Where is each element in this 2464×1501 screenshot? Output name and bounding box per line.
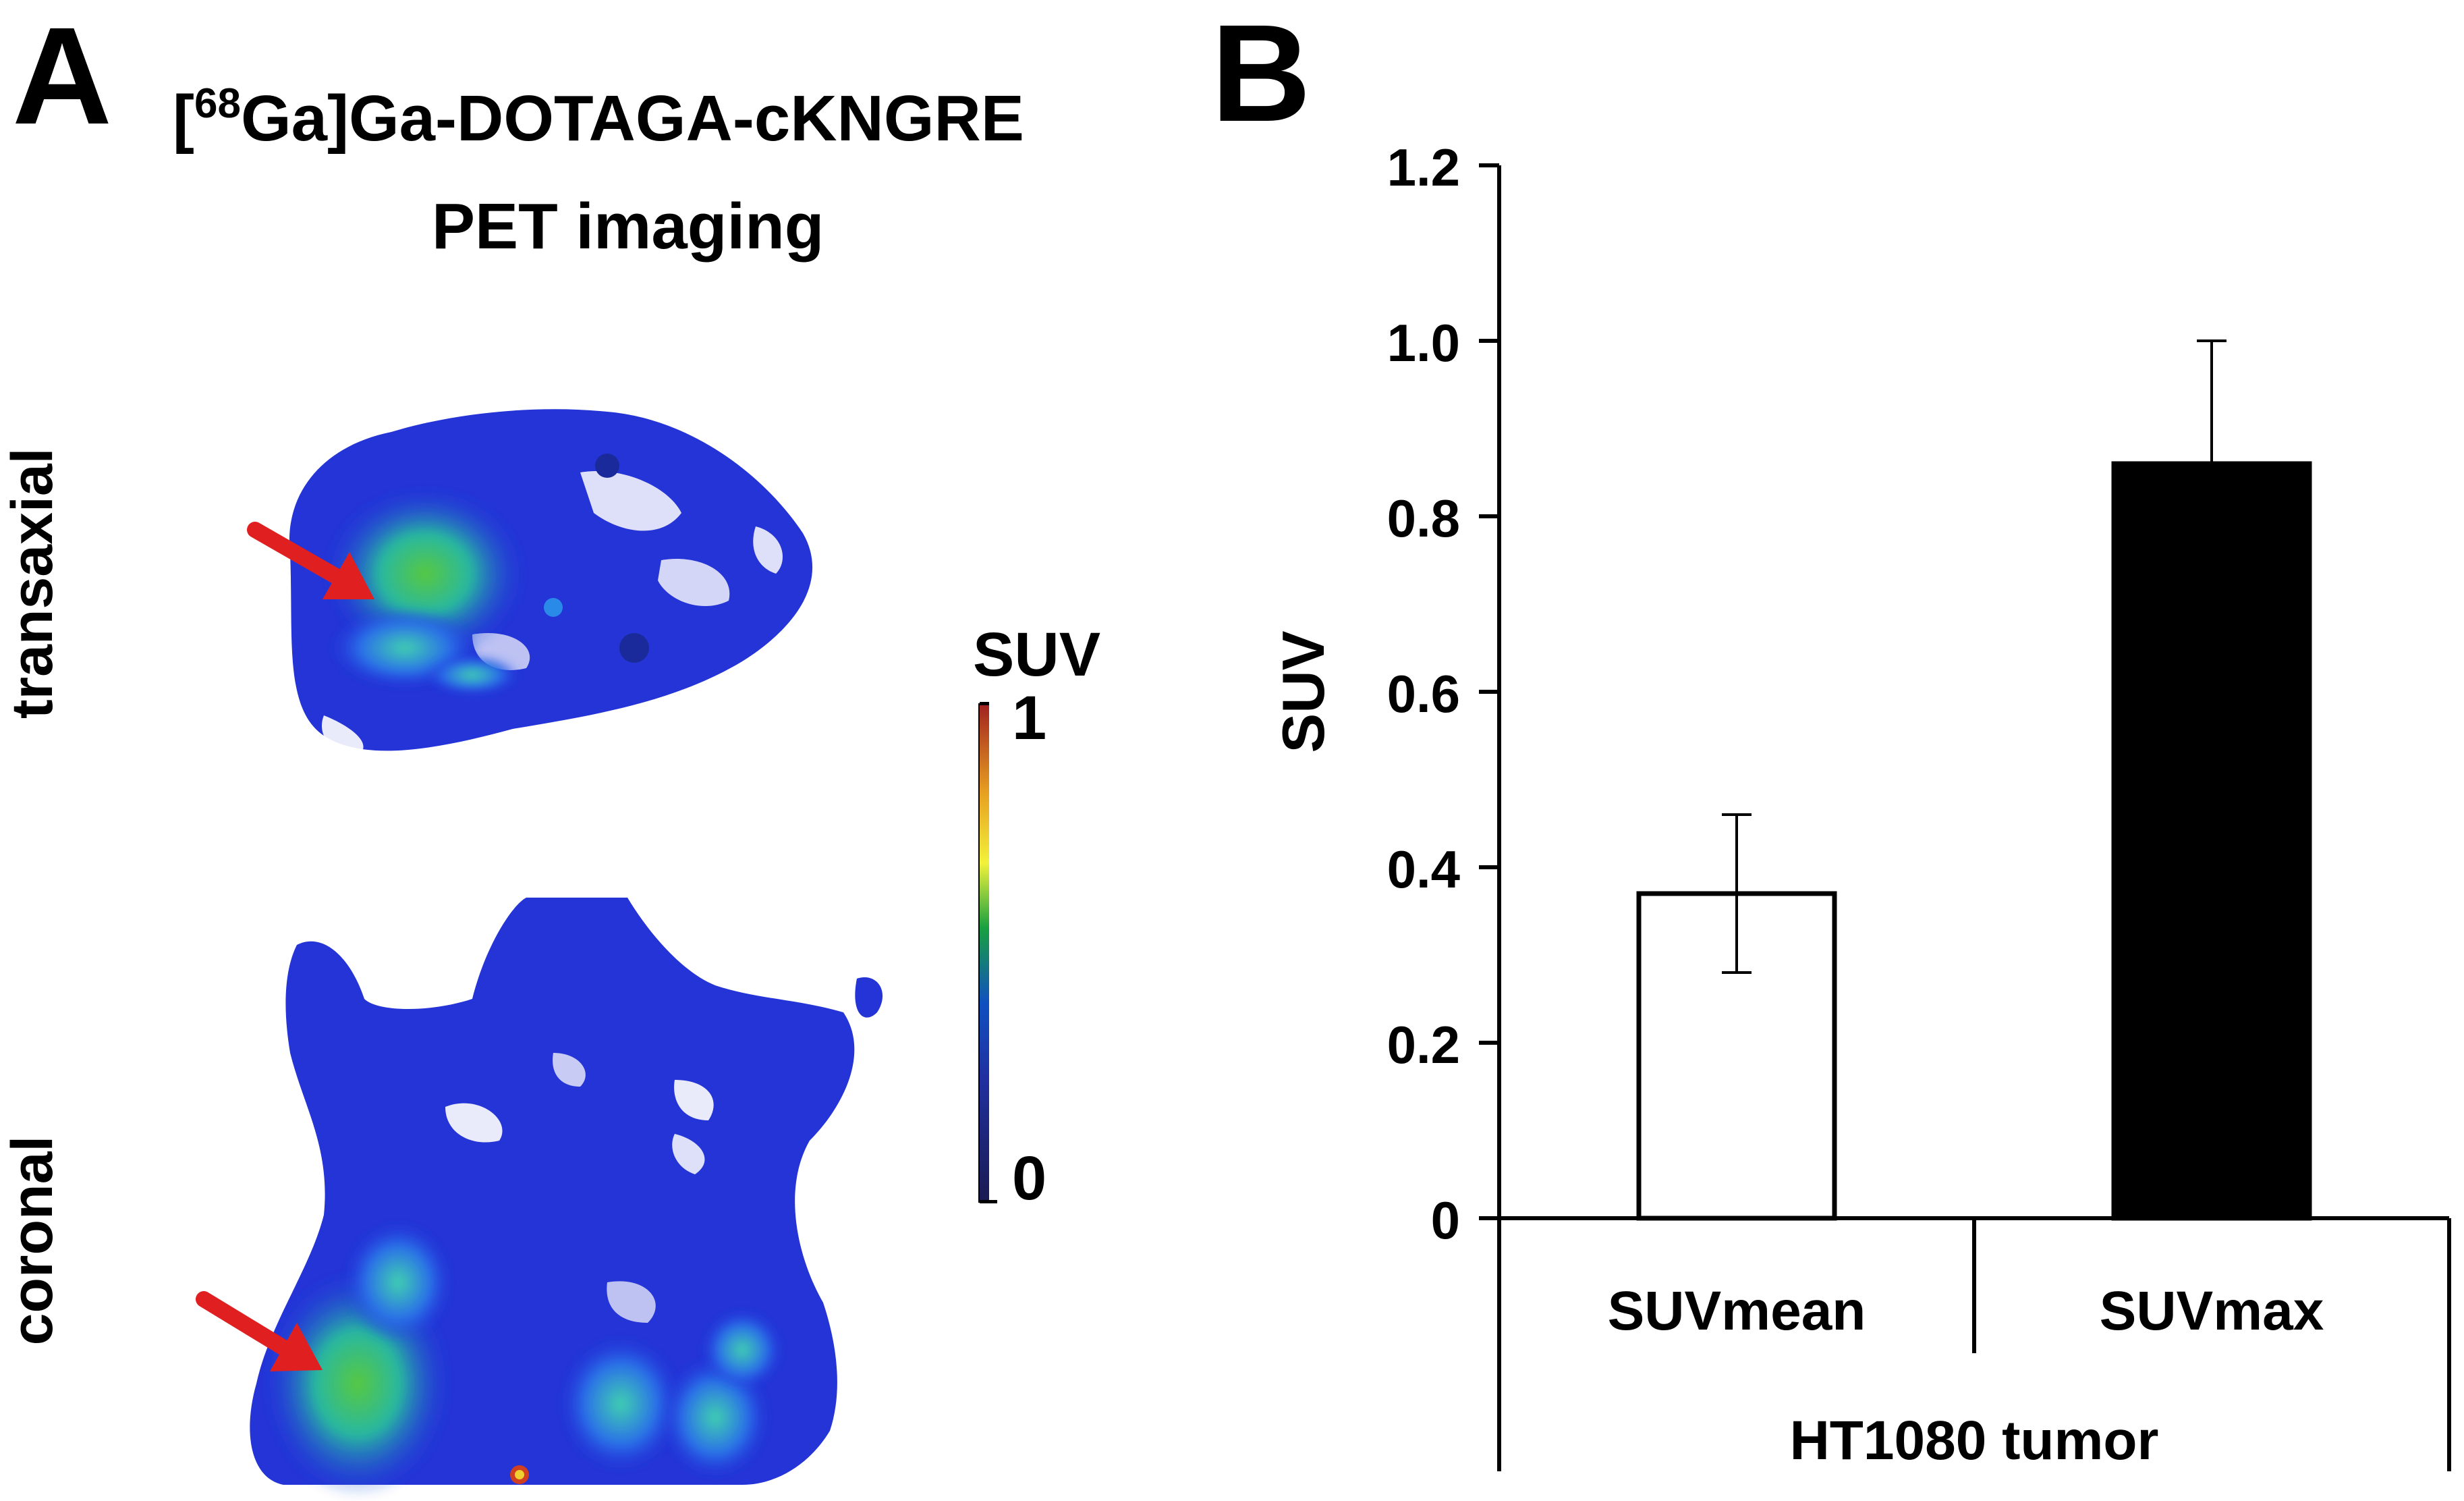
y-tick-label: 0.8: [1387, 489, 1460, 548]
x-category-labels: SUVmean SUVmax: [1608, 1280, 2324, 1342]
y-tick-label: 1.2: [1387, 138, 1460, 197]
isotope-mass-number: 68: [194, 80, 241, 127]
y-tick-label: 0: [1431, 1191, 1460, 1250]
colorbar-tick-top: [980, 702, 989, 705]
y-tick-label: 1.0: [1387, 313, 1460, 373]
colorbar-max-label: 1: [1012, 684, 1047, 753]
error-bars: [1722, 339, 2227, 974]
title-bracket: [: [173, 82, 194, 155]
x-category-label: SUVmean: [1608, 1280, 1866, 1342]
colorbar-tick-bottom: [980, 1200, 997, 1203]
colorbar-title: SUV: [973, 620, 1101, 689]
tracer-title: [68Ga]Ga-DOTAGA-cKNGRE: [173, 83, 1024, 151]
bar-suvmax: [2111, 461, 2312, 1221]
transaxial-pet-slice: [289, 409, 813, 759]
suv-colorbar: [980, 703, 989, 1203]
imaging-subtitle: PET imaging: [432, 190, 824, 263]
tumor-arrow-coronal: [196, 1291, 323, 1371]
panel-a-label: A: [12, 0, 113, 153]
y-ticks: 0 0.2 0.4 0.6 0.8 1.0 1.2: [1387, 138, 1499, 1250]
y-tick-label: 0.6: [1387, 664, 1460, 724]
x-axis-label: HT1080 tumor: [1790, 1410, 2159, 1471]
y-tick-label: 0.4: [1387, 840, 1460, 899]
y-tick-label: 0.2: [1387, 1015, 1460, 1074]
colorbar-min-label: 0: [1012, 1144, 1047, 1213]
tumor-arrow-transaxial: [247, 522, 374, 599]
panel-b-label: B: [1211, 0, 1312, 151]
suv-bar-chart: 0 0.2 0.4 0.6 0.8 1.0 1.2 SUVmean SUVmax SUV HT…: [1270, 138, 2451, 1471]
coronal-pet-slice: [250, 898, 883, 1498]
bars: [1636, 461, 2312, 1221]
pet-images: [196, 409, 883, 1498]
x-category-label: SUVmax: [2100, 1280, 2324, 1342]
title-tracer-name: Ga]Ga-DOTAGA-cKNGRE: [240, 82, 1024, 155]
y-axis-label: SUV: [1270, 630, 1337, 753]
